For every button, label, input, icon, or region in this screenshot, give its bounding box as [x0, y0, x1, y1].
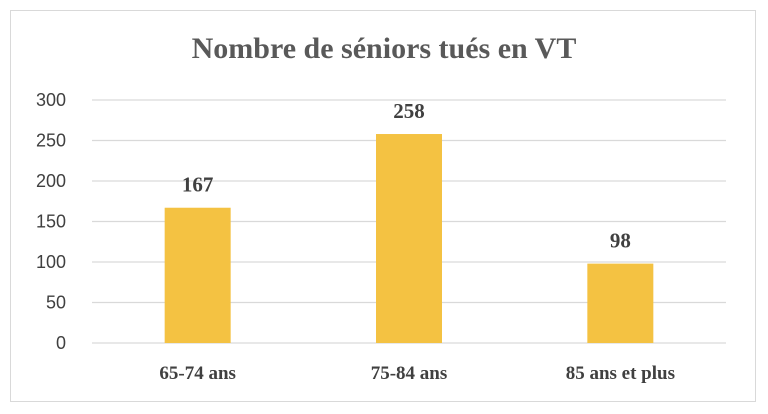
y-tick-label: 0: [56, 333, 66, 353]
category-label: 75-84 ans: [371, 363, 448, 384]
data-label: 258: [393, 99, 425, 123]
y-tick-label: 150: [36, 212, 66, 232]
category-label: 85 ans et plus: [566, 363, 675, 384]
bar: [587, 263, 654, 343]
bars: [164, 134, 654, 343]
category-label: 65-74 ans: [159, 363, 236, 384]
category-labels: 65-74 ans 75-84 ans 85 ans et plus: [159, 363, 675, 384]
chart-title: Nombre de séniors tués en VT: [192, 32, 577, 65]
y-tick-label: 200: [36, 171, 66, 191]
y-tick-label: 100: [36, 252, 66, 272]
data-labels: 167 258 98: [182, 99, 631, 253]
y-axis-tick-labels: 0 50 100 150 200 250 300: [36, 90, 66, 353]
bar: [376, 134, 442, 343]
data-label: 98: [610, 229, 631, 253]
data-label: 167: [182, 173, 214, 197]
bar: [164, 207, 231, 343]
y-tick-label: 250: [36, 131, 66, 151]
y-tick-label: 50: [46, 293, 66, 313]
y-tick-label: 300: [36, 90, 66, 110]
